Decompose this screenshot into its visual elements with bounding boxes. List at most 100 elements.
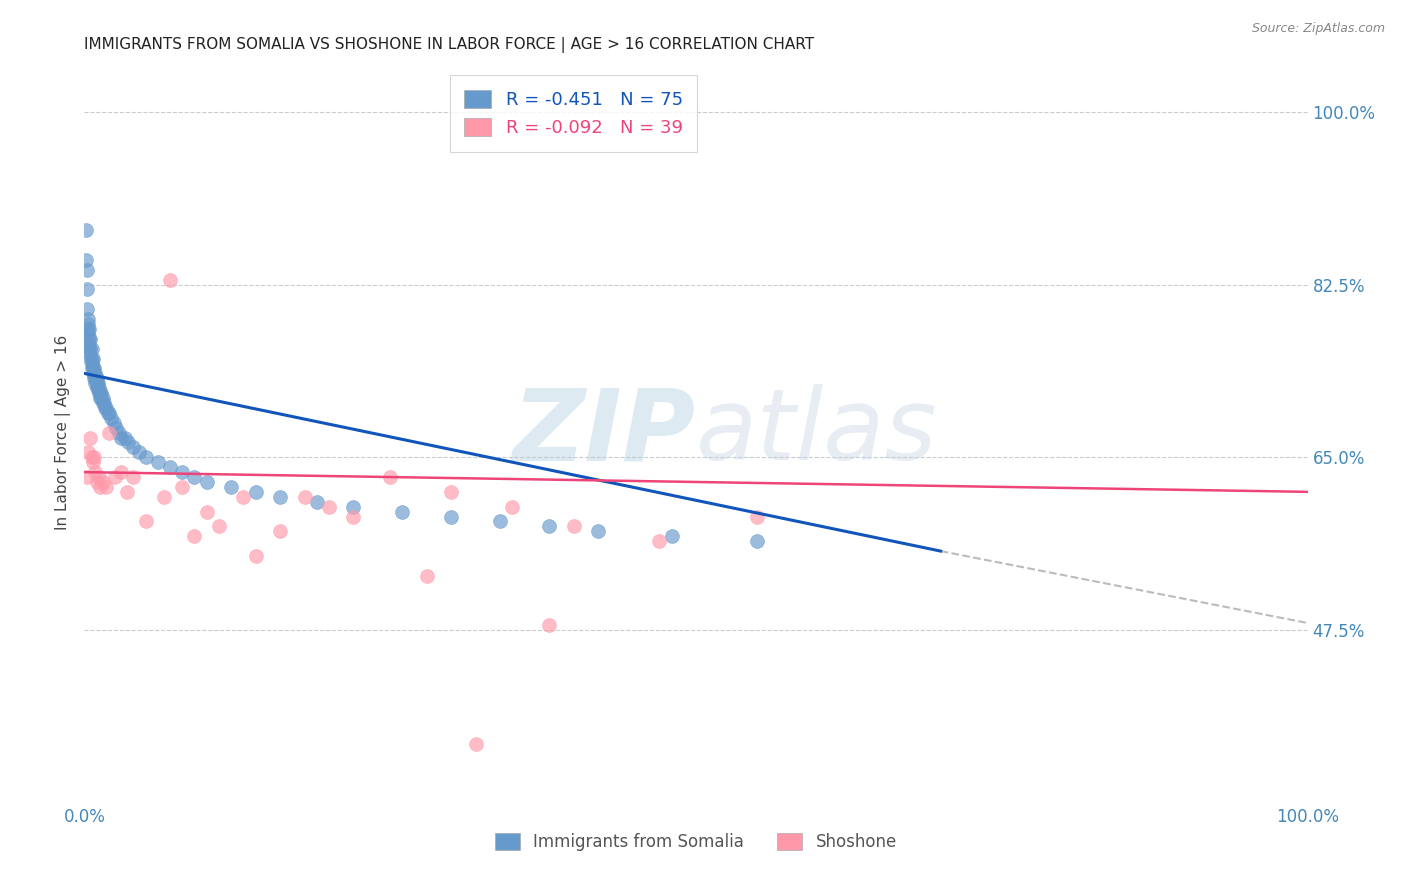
Point [89,391,111,405]
Point [76,283,98,297]
Point [77,342,100,356]
Point [90,386,112,401]
Point [110,431,132,445]
Point [77,322,100,336]
Point [82,351,104,366]
Point [83,450,105,465]
Y-axis label: In Labor Force | Age > 16: In Labor Force | Age > 16 [55,335,72,530]
Point [586,524,609,539]
Point [83,371,105,385]
Point [440,484,463,499]
Point [318,500,340,514]
Point [84,376,107,391]
Point [747,534,769,549]
Point [77,332,100,346]
Point [79,346,101,360]
Point [97,406,120,420]
Point [91,391,114,405]
Point [94,401,117,415]
Point [117,435,139,450]
Point [661,529,683,543]
Text: IMMIGRANTS FROM SOMALIA VS SHOSHONE IN LABOR FORCE | AGE > 16 CORRELATION CHART: IMMIGRANTS FROM SOMALIA VS SHOSHONE IN L… [84,37,814,53]
Point [103,416,125,430]
Point [80,361,103,376]
Point [269,490,291,504]
Point [91,475,114,489]
Point [86,381,108,395]
Point [77,445,100,459]
Point [128,445,150,459]
Point [159,272,181,286]
Point [77,336,100,351]
Point [747,509,769,524]
Point [172,480,194,494]
Text: ZIP: ZIP [513,384,696,481]
Point [115,484,138,499]
Point [146,455,169,469]
Point [135,450,157,465]
Point [110,465,132,479]
Point [416,568,439,582]
Point [87,386,110,401]
Point [90,391,112,405]
Point [183,529,205,543]
Point [87,470,110,484]
Point [208,519,231,533]
Point [76,470,98,484]
Point [84,367,107,381]
Point [75,252,97,267]
Point [87,381,110,395]
Point [80,450,103,465]
Point [391,505,413,519]
Point [84,371,107,385]
Point [80,351,103,366]
Point [79,332,101,346]
Point [87,381,110,395]
Point [342,509,364,524]
Point [502,500,524,514]
Point [538,618,561,632]
Point [232,490,254,504]
Point [79,431,101,445]
Point [84,465,107,479]
Point [79,351,101,366]
Point [96,480,118,494]
Point [77,322,100,336]
Point [76,262,98,277]
Point [75,223,97,237]
Point [305,494,328,508]
Point [100,410,122,425]
Point [82,361,104,376]
Point [86,371,108,385]
Point [80,357,103,371]
Point [76,302,98,317]
Point [86,376,108,391]
Point [538,519,561,533]
Point [91,396,114,410]
Point [77,312,100,326]
Text: Source: ZipAtlas.com: Source: ZipAtlas.com [1251,22,1385,36]
Point [172,465,194,479]
Legend: Immigrants from Somalia, Shoshone: Immigrants from Somalia, Shoshone [488,826,904,857]
Point [87,376,110,391]
Point [107,425,129,440]
Point [294,490,316,504]
Point [245,549,267,563]
Point [195,505,218,519]
Point [153,490,176,504]
Point [245,484,267,499]
Point [83,367,105,381]
Point [464,737,486,751]
Point [440,509,463,524]
Point [89,386,111,401]
Point [97,425,120,440]
Point [489,515,512,529]
Point [122,441,145,455]
Point [86,475,108,489]
Point [648,534,671,549]
Point [195,475,218,489]
Point [77,317,100,331]
Point [80,342,103,356]
Point [79,342,101,356]
Point [96,401,118,415]
